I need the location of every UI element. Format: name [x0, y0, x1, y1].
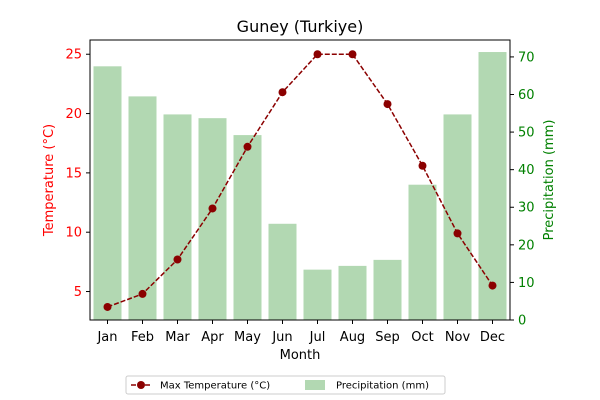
precipitation-bar	[303, 269, 332, 320]
precipitation-bar	[163, 114, 192, 320]
legend-marker-swatch	[137, 381, 145, 389]
legend-bar-swatch	[305, 380, 325, 390]
x-tick-label: Sep	[375, 330, 400, 345]
y-axis-right-title: Precipitation (mm)	[542, 120, 557, 241]
y-right-tick-label: 60	[518, 88, 535, 103]
precipitation-bar	[128, 96, 157, 320]
y-left-tick-label: 25	[65, 48, 82, 63]
temperature-point	[383, 100, 392, 109]
x-axis-title: Month	[280, 348, 321, 363]
y-right-tick-label: 30	[518, 201, 535, 216]
x-tick-label: May	[234, 330, 261, 345]
x-tick-label: Jun	[271, 330, 292, 345]
precipitation-bar	[478, 52, 507, 320]
x-tick-label: Jan	[96, 330, 117, 345]
y-axis-left: 5 10 15 20 25	[65, 48, 90, 300]
y-right-tick-label: 10	[518, 276, 535, 291]
x-tick-label: Apr	[201, 330, 224, 345]
y-left-tick-label: 10	[65, 226, 82, 241]
chart-title: Guney (Turkiye)	[237, 17, 364, 36]
temperature-line	[103, 50, 497, 311]
precipitation-bar	[198, 118, 227, 320]
y-right-tick-label: 40	[518, 163, 535, 178]
y-left-tick-label: 5	[74, 285, 82, 300]
x-tick-label: Mar	[165, 330, 190, 345]
precipitation-bar	[338, 265, 367, 320]
precipitation-bar	[408, 184, 437, 320]
temperature-point	[453, 229, 462, 238]
x-tick-label: Oct	[411, 330, 433, 345]
precipitation-bar	[373, 259, 402, 320]
legend: Max Temperature (°C) Precipitation (mm)	[125, 375, 446, 395]
y-right-tick-label: 50	[518, 126, 535, 141]
y-left-tick-label: 20	[65, 107, 82, 122]
precipitation-bars	[93, 52, 507, 320]
y-axis-left-title: Temperature (°C)	[42, 124, 57, 237]
precipitation-bar	[93, 66, 122, 320]
temperature-point	[103, 302, 112, 311]
y-right-tick-label: 70	[518, 50, 535, 65]
legend-label-precipitation: Precipitation (mm)	[336, 381, 429, 392]
x-axis: Jan Feb Mar Apr May Jun Jul Aug Sep Oct Nov Dec	[96, 320, 505, 345]
precipitation-bar	[443, 114, 472, 320]
legend-frame	[125, 375, 446, 395]
x-tick-label: Nov	[445, 330, 471, 345]
temperature-point	[208, 204, 217, 213]
temperature-line-path	[107, 53, 494, 308]
plot-frame	[89, 39, 511, 321]
x-tick-label: Jul	[309, 330, 326, 345]
precipitation-bar	[268, 223, 297, 320]
temperature-point	[488, 281, 497, 290]
y-right-tick-label: 20	[518, 238, 535, 253]
y-left-tick-label: 15	[65, 166, 82, 181]
temperature-point	[418, 161, 427, 170]
temperature-point	[348, 50, 357, 59]
x-tick-label: Feb	[131, 330, 154, 345]
x-tick-label: Dec	[480, 330, 505, 345]
temperature-point	[138, 289, 147, 298]
temperature-point	[173, 255, 182, 264]
legend-label-temperature: Max Temperature (°C)	[160, 381, 270, 392]
y-right-tick-label: 0	[518, 314, 526, 329]
temperature-point	[278, 88, 287, 97]
temperature-point	[243, 142, 252, 151]
precipitation-bar	[233, 135, 262, 320]
y-axis-right: 0 10 20 30 40 50 60 70	[510, 50, 535, 329]
x-tick-label: Aug	[340, 330, 365, 345]
temperature-point	[313, 50, 322, 59]
